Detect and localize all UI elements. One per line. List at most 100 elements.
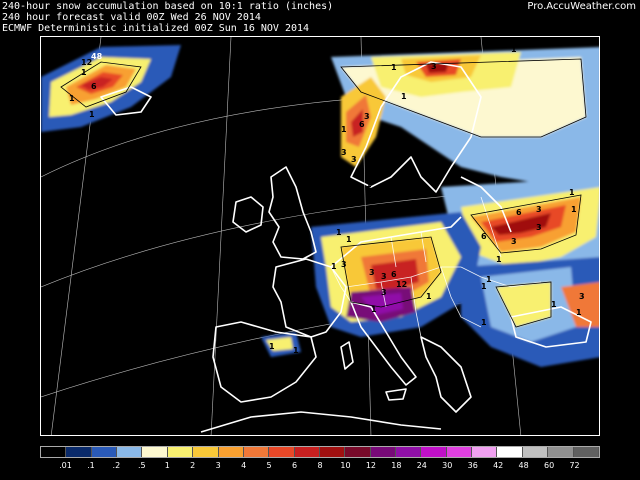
contour-label: 3 <box>341 148 347 157</box>
contour-label: 1 <box>551 300 557 309</box>
contour-label: 3 <box>351 155 357 164</box>
legend-label: 4 <box>241 461 247 470</box>
legend-label: 36 <box>467 461 478 470</box>
legend-swatch <box>91 447 118 457</box>
contour-label: 3 <box>341 260 347 269</box>
legend-swatch <box>522 447 549 457</box>
contour-label: 12 <box>396 280 407 289</box>
legend-label: 2 <box>190 461 196 470</box>
contour-label: 1 <box>336 228 342 237</box>
contour-label: 1 <box>576 308 582 317</box>
legend-swatch <box>319 447 346 457</box>
contour-label: 1 <box>511 45 517 54</box>
contour-label: 3 <box>364 112 370 121</box>
title-line-2: 240 hour forecast valid 00Z Wed 26 NOV 2… <box>2 12 261 23</box>
legend-swatch <box>396 447 422 457</box>
legend-swatch <box>294 447 320 457</box>
map-canvas: 1 1 1 6 12 48 1 1 1 3 6 1 3 1 1 3 3 1 1 … <box>41 37 599 435</box>
legend-label: .5 <box>137 461 146 470</box>
contour-label: 3 <box>511 237 517 246</box>
contour-label: 1 <box>391 63 397 72</box>
contour-label: 1 <box>269 342 275 351</box>
legend-swatch <box>472 447 498 457</box>
legend-swatch <box>345 447 371 457</box>
legend-swatch <box>548 447 574 457</box>
legend-swatch <box>243 447 270 457</box>
contour-label: 3 <box>369 268 375 277</box>
contour-label: 6 <box>359 120 365 129</box>
title-line-3: ECMWF Deterministic initialized 00Z Sun … <box>2 23 310 34</box>
legend-swatch <box>193 447 219 457</box>
contour-label: 3 <box>431 62 437 71</box>
contour-label: 1 <box>481 318 487 327</box>
color-legend: .01.1.2.5 1 2 3 4 5 6 8 10 12 18 24 30 36 42 48 60 72 <box>40 446 600 480</box>
legend-label: 1 <box>164 461 170 470</box>
brand-label: Pro.AccuWeather.com <box>527 1 636 12</box>
contour-label: 1 <box>486 275 492 284</box>
legend-label: 72 <box>569 461 580 470</box>
contour-label: 1 <box>211 70 217 79</box>
legend-bar <box>40 446 600 458</box>
contour-label: 1 <box>391 180 397 189</box>
contour-label: 1 <box>231 82 237 91</box>
contour-label: 1 <box>81 68 87 77</box>
legend-swatch <box>370 447 397 457</box>
map-header: 240-hour snow accumulation based on 10:1… <box>0 0 640 36</box>
contour-label: 1 <box>69 94 75 103</box>
legend-label: 6 <box>291 461 298 470</box>
legend-swatch <box>446 447 473 457</box>
legend-swatch <box>421 447 447 457</box>
contour-label: 1 <box>331 262 337 271</box>
contour-label: 1 <box>426 292 432 301</box>
contour-label: 1 <box>293 346 299 355</box>
legend-label: 60 <box>543 461 555 470</box>
contour-label: 1 <box>571 205 577 214</box>
contour-label: 6 <box>391 270 397 279</box>
contour-label: 48 <box>91 52 103 61</box>
legend-label: 3 <box>215 461 221 470</box>
legend-label: 48 <box>518 461 529 470</box>
contour-label: 6 <box>516 208 522 217</box>
contour-label: 3 <box>579 292 585 301</box>
title-line-1: 240-hour snow accumulation based on 10:1… <box>2 1 334 12</box>
legend-label: 24 <box>416 461 427 470</box>
contour-label: 6 <box>481 232 487 241</box>
contour-label: 3 <box>381 288 387 297</box>
legend-label: 8 <box>317 461 323 470</box>
legend-label: 10 <box>340 461 351 470</box>
legend-label: 42 <box>493 461 504 470</box>
legend-labels: .01.1.2.5 1 2 3 4 5 6 8 10 12 18 24 30 36 42 48 60 72 <box>40 461 600 473</box>
legend-swatch <box>142 447 168 457</box>
contour-label: 3 <box>536 223 542 232</box>
snow-accumulation-map: 1 1 1 6 12 48 1 1 1 3 6 1 3 1 1 3 3 1 1 … <box>40 36 600 436</box>
legend-label: .1 <box>87 461 95 470</box>
contour-label: 12 <box>81 58 92 67</box>
legend-swatch <box>218 447 244 457</box>
legend-swatch <box>497 447 523 457</box>
contour-label: 1 <box>316 310 322 319</box>
contour-label: 1 <box>569 188 575 197</box>
contour-label: 6 <box>91 82 97 91</box>
contour-label: 1 <box>341 125 347 134</box>
legend-swatch <box>66 447 92 457</box>
contour-label: 1 <box>401 92 407 101</box>
contour-label: 1 <box>346 235 352 244</box>
legend-swatch <box>573 447 599 457</box>
contour-label: 1 <box>371 305 377 314</box>
contour-label: 3 <box>381 272 387 281</box>
contour-label: 1 <box>89 110 95 119</box>
legend-swatch <box>117 447 143 457</box>
legend-swatch <box>167 447 194 457</box>
contour-label: 3 <box>536 205 542 214</box>
contour-label: 1 <box>481 282 487 291</box>
contour-lines <box>60 58 587 328</box>
legend-label: 5 <box>266 461 272 470</box>
contour-label: 1 <box>319 313 325 322</box>
contour-label: 1 <box>366 180 372 189</box>
legend-swatch <box>269 447 295 457</box>
coastlines <box>100 61 592 433</box>
contour-labels: 1 1 1 6 12 48 1 1 1 3 6 1 3 1 1 3 3 1 1 … <box>69 45 585 355</box>
legend-label: 18 <box>391 461 402 470</box>
country-borders <box>330 196 542 338</box>
legend-label: 12 <box>365 461 376 470</box>
